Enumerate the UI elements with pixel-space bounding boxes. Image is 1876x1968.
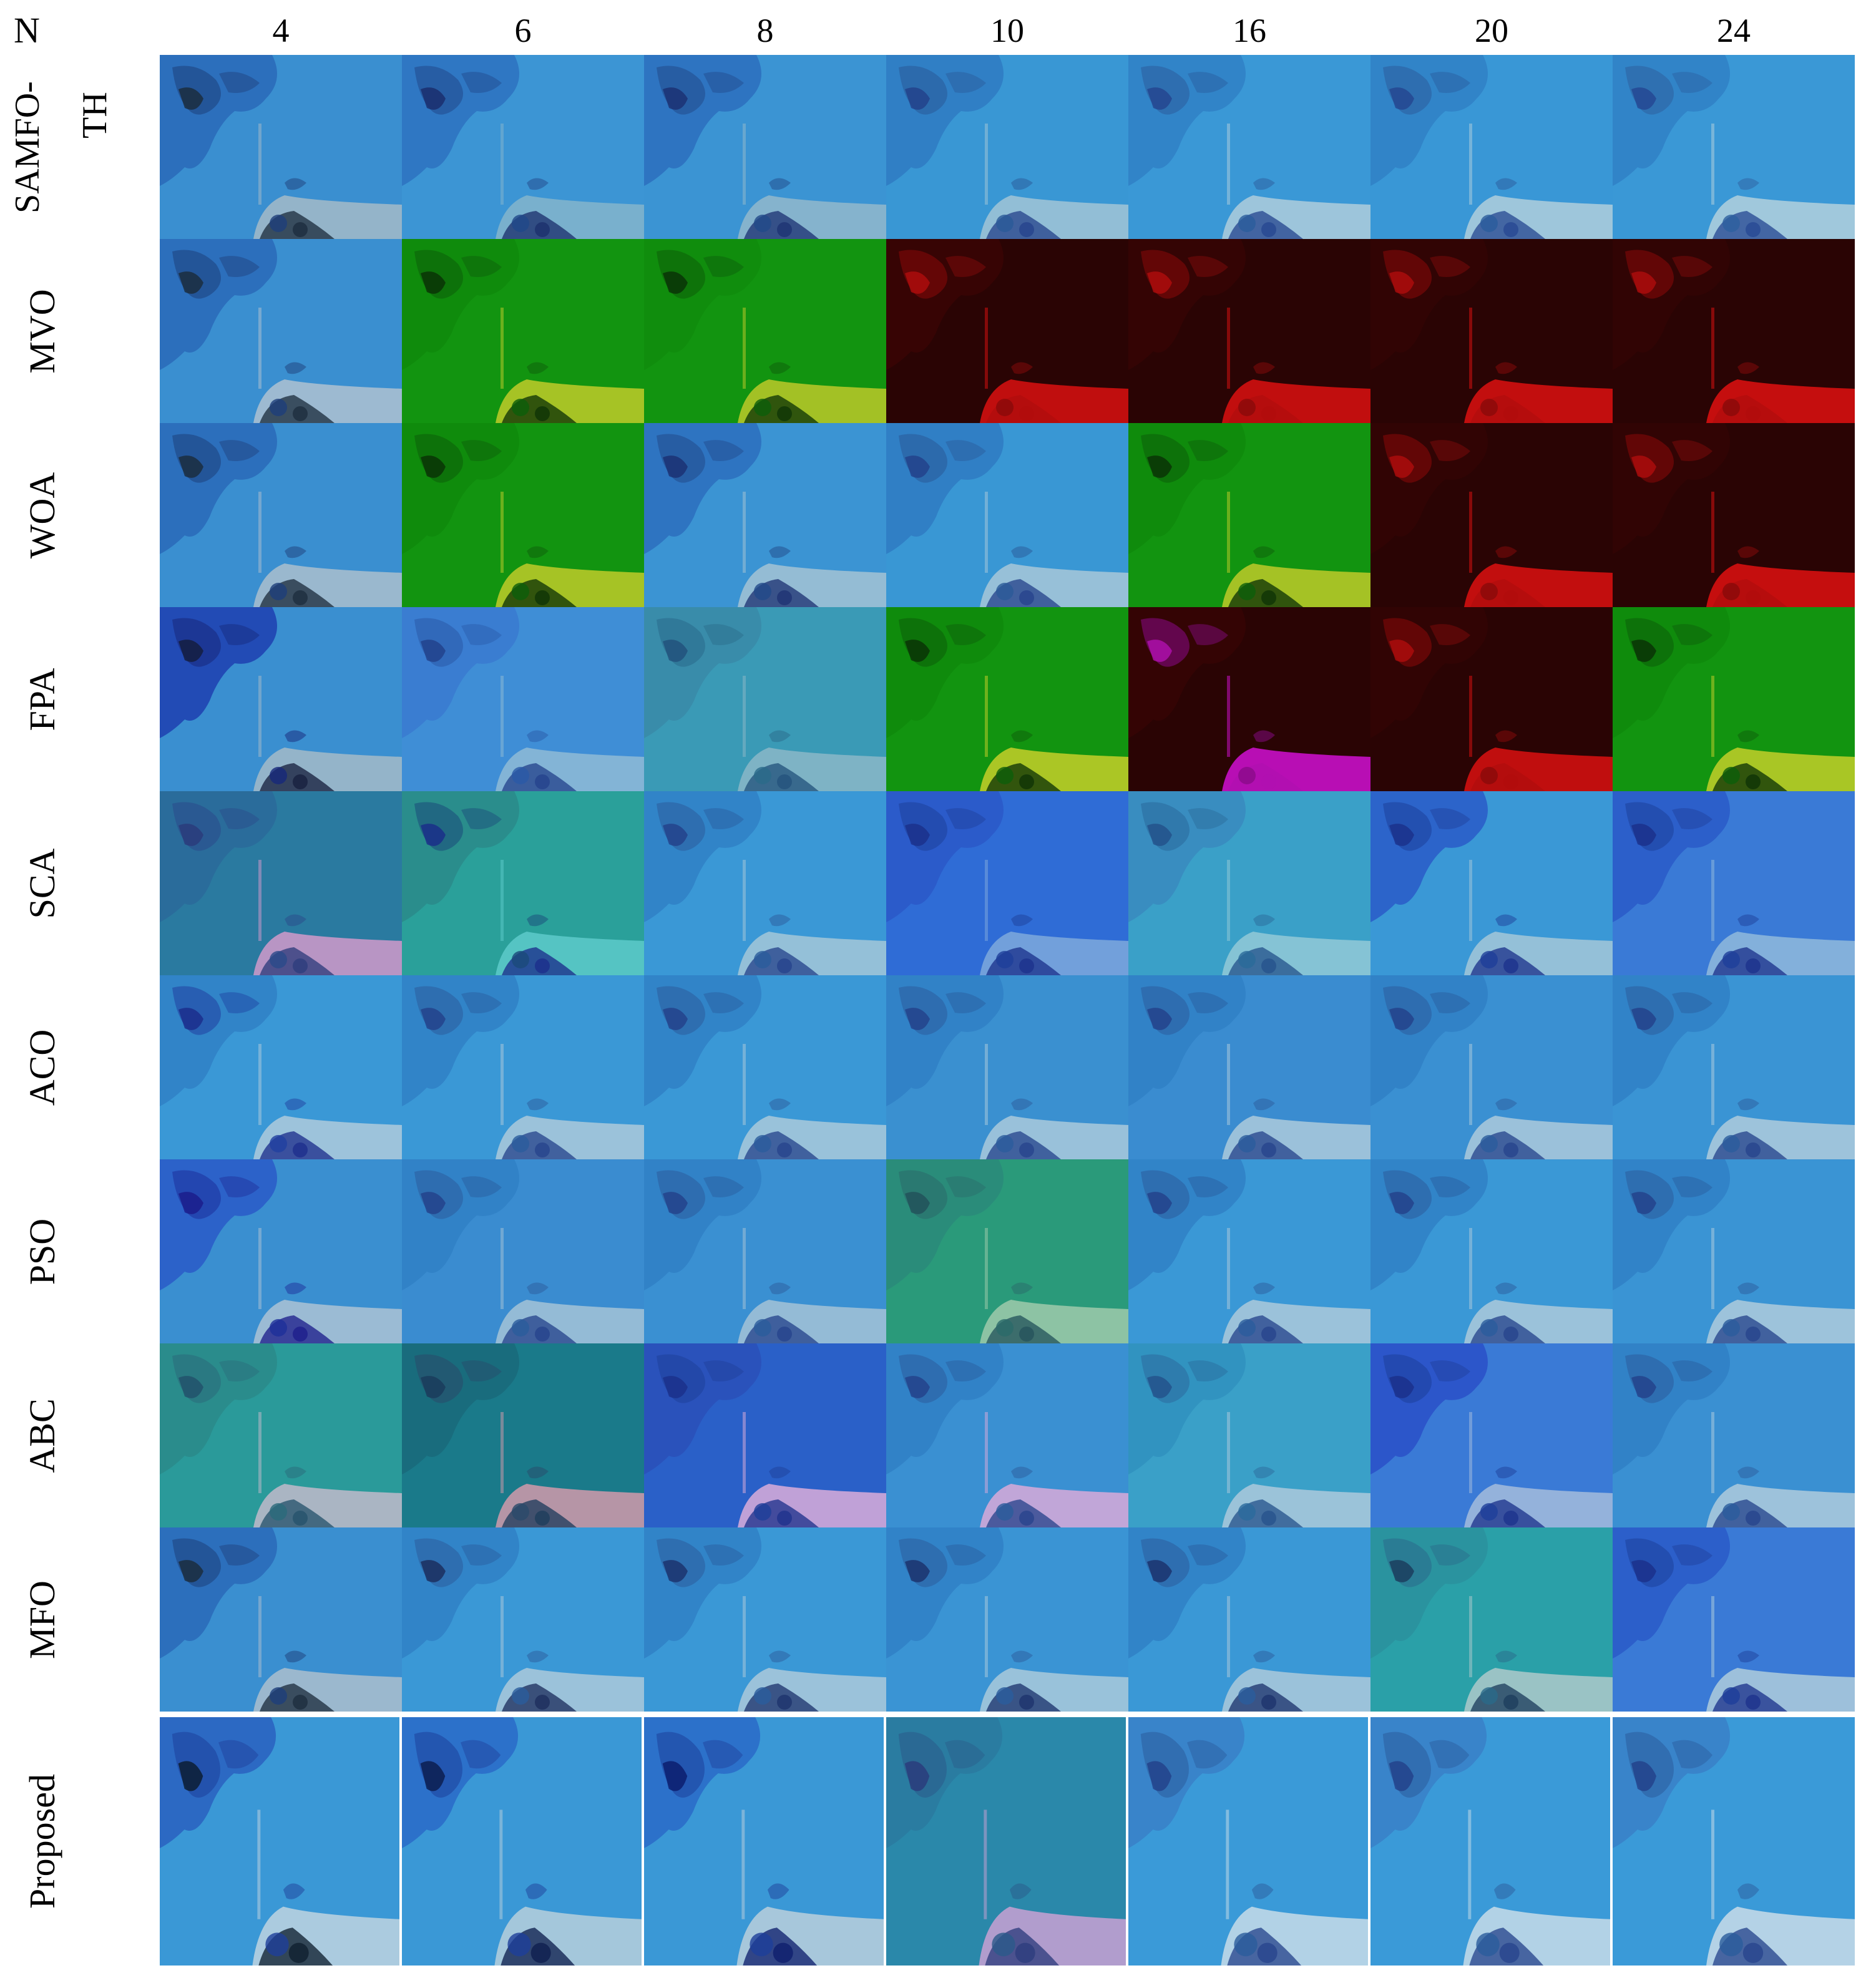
tile-proposed-n6 (402, 1717, 644, 1966)
tile-sca-n16 (1128, 791, 1370, 975)
column-header-8: 8 (756, 12, 774, 49)
tile-sca-n20 (1370, 791, 1613, 975)
tile-samfo-th-n4 (160, 55, 402, 239)
row-label-sca: SCA (22, 848, 62, 918)
row-label-line: TH (76, 91, 114, 139)
tile-pso-n16 (1128, 1159, 1370, 1343)
tile-mvo-n24 (1613, 239, 1855, 423)
tile-proposed-n4 (160, 1717, 402, 1966)
tile-fpa-n20 (1370, 607, 1613, 791)
tile-aco-n6 (402, 975, 644, 1159)
tile-woa-n4 (160, 423, 402, 607)
tile-fpa-n8 (644, 607, 886, 791)
tile-pso-n8 (644, 1159, 886, 1343)
tile-aco-n16 (1128, 975, 1370, 1159)
tile-woa-n20 (1370, 423, 1613, 607)
tile-woa-n8 (644, 423, 886, 607)
tile-abc-n20 (1370, 1343, 1613, 1527)
row-label-woa: WOA (22, 472, 62, 558)
tile-abc-n4 (160, 1343, 402, 1527)
tile-sca-n8 (644, 791, 886, 975)
tile-samfo-th-n24 (1613, 55, 1855, 239)
column-header-4: 4 (272, 12, 290, 49)
row-label-aco: ACO (22, 1029, 62, 1106)
tile-woa-n6 (402, 423, 644, 607)
tile-mfo-n10 (886, 1527, 1128, 1712)
tile-fpa-n24 (1613, 607, 1855, 791)
tile-abc-n8 (644, 1343, 886, 1527)
section-divider (160, 1712, 1855, 1717)
tile-proposed-n24 (1613, 1717, 1855, 1966)
tile-fpa-n4 (160, 607, 402, 791)
tile-pso-n6 (402, 1159, 644, 1343)
tile-proposed-n8 (644, 1717, 886, 1966)
tile-samfo-th-n6 (402, 55, 644, 239)
tile-pso-n10 (886, 1159, 1128, 1343)
tile-abc-n6 (402, 1343, 644, 1527)
tile-mfo-n4 (160, 1527, 402, 1712)
column-header-6: 6 (514, 12, 532, 49)
tile-woa-n16 (1128, 423, 1370, 607)
tile-samfo-th-n8 (644, 55, 886, 239)
tile-woa-n10 (886, 423, 1128, 607)
column-header-24: 24 (1717, 12, 1751, 49)
tile-mvo-n4 (160, 239, 402, 423)
tile-aco-n24 (1613, 975, 1855, 1159)
tile-abc-n10 (886, 1343, 1128, 1527)
tile-mfo-n20 (1370, 1527, 1613, 1712)
tile-sca-n6 (402, 791, 644, 975)
tile-abc-n24 (1613, 1343, 1855, 1527)
tile-mvo-n10 (886, 239, 1128, 423)
row-label-fpa: FPA (22, 667, 62, 731)
tile-aco-n8 (644, 975, 886, 1159)
row-label-line: SAMFO- (8, 80, 47, 213)
tile-pso-n20 (1370, 1159, 1613, 1343)
row-label-samfo-th: SAMFO- TH (8, 80, 114, 213)
tile-fpa-n10 (886, 607, 1128, 791)
row-label-mvo: MVO (22, 288, 62, 374)
tile-mfo-n8 (644, 1527, 886, 1712)
tile-sca-n10 (886, 791, 1128, 975)
row-label-pso: PSO (22, 1218, 62, 1285)
tile-mfo-n16 (1128, 1527, 1370, 1712)
tile-pso-n4 (160, 1159, 402, 1343)
tile-mfo-n24 (1613, 1527, 1855, 1712)
tile-aco-n20 (1370, 975, 1613, 1159)
tile-samfo-th-n10 (886, 55, 1128, 239)
column-header-16: 16 (1233, 12, 1266, 49)
tile-samfo-th-n16 (1128, 55, 1370, 239)
tile-mvo-n20 (1370, 239, 1613, 423)
tile-mvo-n16 (1128, 239, 1370, 423)
proposed-result-row (160, 1717, 1855, 1966)
row-label-abc: ABC (22, 1398, 62, 1473)
tile-pso-n24 (1613, 1159, 1855, 1343)
tile-proposed-n10 (886, 1717, 1128, 1966)
tile-sca-n4 (160, 791, 402, 975)
column-header-10: 10 (990, 12, 1024, 49)
column-header-20: 20 (1475, 12, 1508, 49)
tile-proposed-n20 (1370, 1717, 1613, 1966)
tile-sca-n24 (1613, 791, 1855, 975)
tile-proposed-n16 (1128, 1717, 1370, 1966)
tile-mvo-n6 (402, 239, 644, 423)
tile-aco-n4 (160, 975, 402, 1159)
tile-samfo-th-n20 (1370, 55, 1613, 239)
tile-abc-n16 (1128, 1343, 1370, 1527)
tile-fpa-n6 (402, 607, 644, 791)
tile-aco-n10 (886, 975, 1128, 1159)
result-grid (160, 55, 1855, 1712)
tile-mvo-n8 (644, 239, 886, 423)
row-label-proposed: Proposed (22, 1774, 62, 1909)
row-label-mfo: MFO (22, 1580, 62, 1659)
tile-fpa-n16 (1128, 607, 1370, 791)
tile-woa-n24 (1613, 423, 1855, 607)
tile-mfo-n6 (402, 1527, 644, 1712)
n-axis-label: N (14, 10, 40, 51)
